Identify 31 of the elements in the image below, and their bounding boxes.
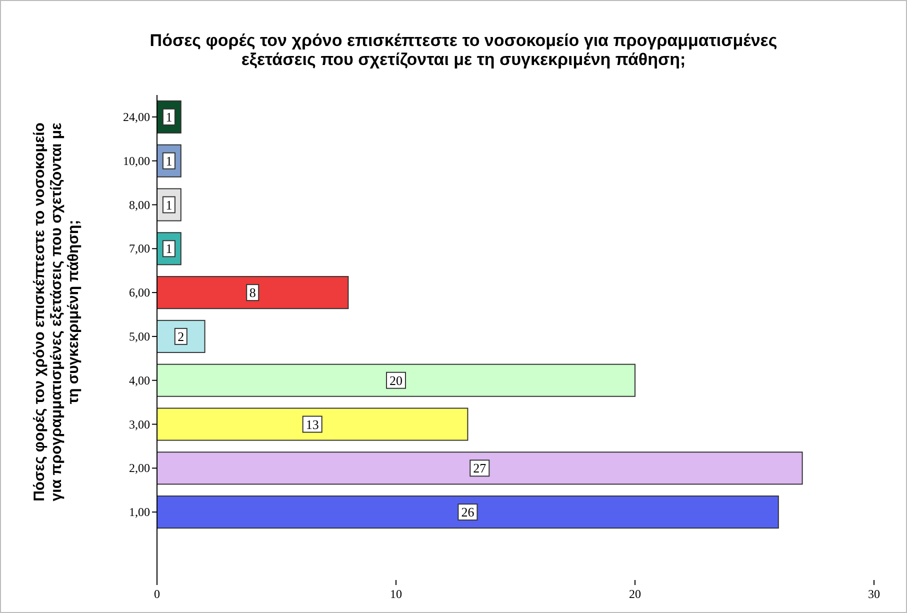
data-label: 26 <box>461 504 475 520</box>
bar <box>156 496 779 529</box>
y-axis-title: Πόσες φορές τον χρόνο επισκέπτεστε το νοσοκομείο για προγραμματισμένες εξετάσεις που σχετίζονται με τη συγκεκριμένη πάθηση; <box>31 122 82 502</box>
bar <box>156 408 468 441</box>
bar <box>156 364 636 397</box>
data-label: 20 <box>390 372 402 388</box>
y-tick-label: 5,00 <box>129 329 150 344</box>
x-tick-label: 30 <box>868 587 880 601</box>
x-tick-label: 10 <box>390 587 402 601</box>
y-tick-label: 1,00 <box>129 505 150 520</box>
bar <box>156 452 803 485</box>
data-label: 2 <box>178 328 184 344</box>
y-tick-label: 8,00 <box>129 198 150 212</box>
y-tick-label: 7,00 <box>129 242 150 256</box>
y-tick-label: 24,00 <box>123 110 150 124</box>
y-tick-label: 6,00 <box>129 286 150 300</box>
data-label: 1 <box>166 241 172 256</box>
y-tick-label: 2,00 <box>129 461 150 476</box>
y-tick-label: 4,00 <box>129 373 150 388</box>
data-label: 1 <box>166 153 172 168</box>
x-tick-label: 20 <box>629 587 641 601</box>
data-label: 27 <box>473 460 487 476</box>
data-label: 1 <box>166 197 172 212</box>
data-label: 8 <box>249 285 256 300</box>
data-label: 1 <box>166 109 172 124</box>
y-tick-label: 10,00 <box>123 154 150 168</box>
bar <box>156 276 349 310</box>
chart-title: Πόσες φορές τον χρόνο επισκέπτεστε το νοσοκομείο για προγραμματισμένες εξετάσεις που σχετίζονται με τη συγκεκριμένη πάθηση; <box>150 31 778 69</box>
y-tick-label: 3,00 <box>129 417 150 432</box>
data-label: 13 <box>306 416 319 432</box>
x-tick-label: 0 <box>154 587 160 601</box>
